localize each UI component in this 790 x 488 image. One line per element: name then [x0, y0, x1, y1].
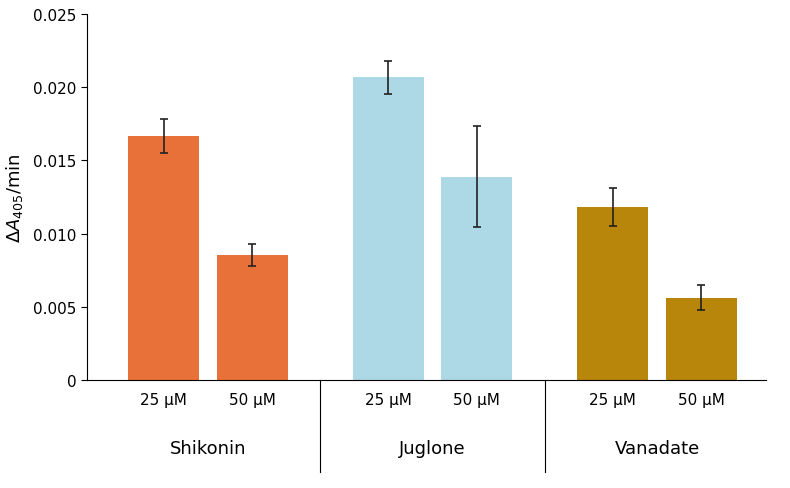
- Bar: [217, 256, 288, 381]
- Text: Juglone: Juglone: [399, 439, 466, 457]
- Bar: [353, 78, 423, 381]
- Text: Shikonin: Shikonin: [170, 439, 246, 457]
- Bar: [128, 137, 199, 381]
- Bar: [442, 177, 512, 381]
- Y-axis label: $\Delta A_{405}$/min: $\Delta A_{405}$/min: [4, 153, 24, 243]
- Bar: [577, 207, 648, 381]
- Bar: [666, 298, 737, 381]
- Text: Vanadate: Vanadate: [615, 439, 700, 457]
